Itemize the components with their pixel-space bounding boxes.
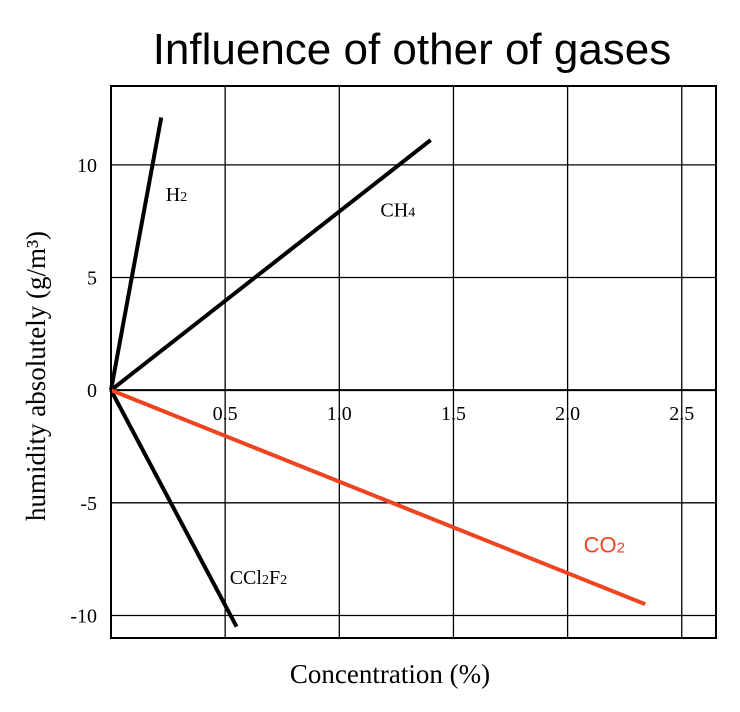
series-line-ch4 <box>109 138 432 392</box>
series-labels: H2 CH4 CCl2F2 CO2 <box>166 184 625 589</box>
y-tick-label: 0 <box>87 380 97 402</box>
x-tick-label: 0.5 <box>213 403 238 425</box>
series-line-h2 <box>109 117 164 391</box>
y-tick-label: 10 <box>77 155 97 177</box>
x-tick-label: 1.0 <box>327 403 352 425</box>
series-line-ccl2f2 <box>109 389 239 628</box>
y-tick-label: -5 <box>80 493 97 515</box>
x-tick-label: 2.5 <box>669 403 694 425</box>
series-label-ch4: CH4 <box>380 200 415 222</box>
x-tick-label: 2.0 <box>555 403 580 425</box>
series-layer <box>109 117 646 628</box>
series-label-co2: CO2 <box>584 532 625 557</box>
y-tick-label: 5 <box>87 268 97 290</box>
series-label-h2: H2 <box>166 184 187 206</box>
grid <box>111 86 716 638</box>
tick-labels: 0.5 1.0 1.5 2.0 2.5 10 5 0 -5 -10 <box>70 155 694 628</box>
y-tick-label: -10 <box>70 605 97 627</box>
x-tick-label: 1.5 <box>441 403 466 425</box>
x-axis-label: Concentration (%) <box>290 659 490 689</box>
series-label-ccl2f2: CCl2F2 <box>230 567 287 589</box>
series-line-co2 <box>110 388 646 607</box>
y-axis-label: humidity absolutely (g/m³) <box>21 231 51 521</box>
plot-frame <box>110 85 717 639</box>
chart-title: Influence of other of gases <box>153 25 672 74</box>
